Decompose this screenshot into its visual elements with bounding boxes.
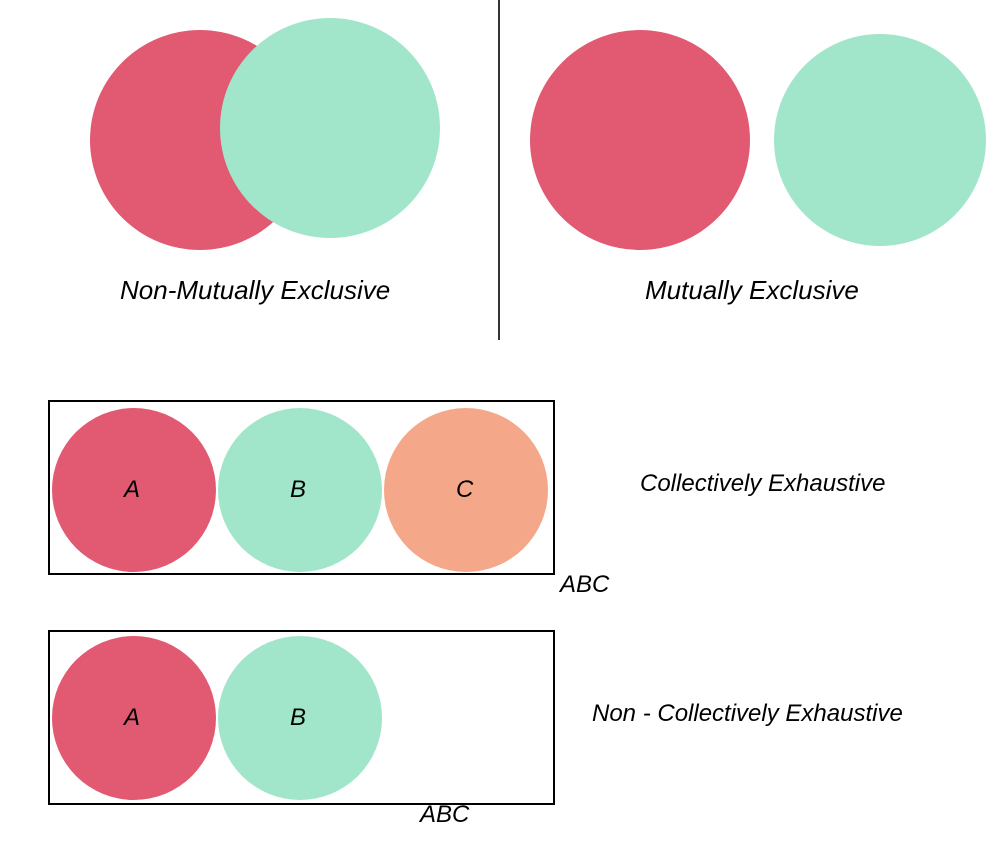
bottom-box-label: ABC [420, 801, 469, 829]
bottom-circle-1-label: B [290, 704, 306, 732]
label-non-collectively-exhaustive: Non - Collectively Exhaustive [592, 700, 903, 728]
label-mutually-exclusive: Mutually Exclusive [645, 275, 859, 306]
label-collectively-exhaustive: Collectively Exhaustive [640, 470, 885, 498]
bottom-circle-0-label: A [124, 704, 140, 732]
middle-circle-0-label: A [124, 476, 140, 504]
top-left-circle-1 [220, 18, 440, 238]
middle-circle-1-label: B [290, 476, 306, 504]
middle-circle-2-label: C [456, 476, 473, 504]
middle-box-label: ABC [560, 571, 609, 599]
label-non-mutually-exclusive: Non-Mutually Exclusive [120, 275, 390, 306]
top-right-circle-0 [530, 30, 750, 250]
top-right-circle-1 [774, 34, 986, 246]
top-divider [498, 0, 500, 340]
